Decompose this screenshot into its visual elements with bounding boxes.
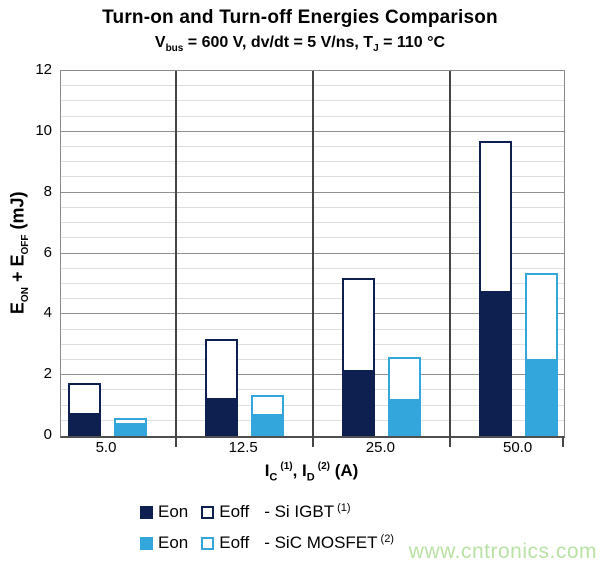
si-igbt-eon-bar [479,293,513,436]
eon-filled-swatch-icon [140,536,153,550]
sic-mosfet-eon-bar [525,361,559,436]
sic-mosfet-eoff-bar [525,273,559,362]
x-tick-label: 25.0 [365,439,395,456]
subtitle-part: V [154,34,166,51]
x-tick-label: 5.0 [95,439,117,456]
legend-note-superscript: (1) [337,502,351,514]
x-axis-tick-mark [562,436,564,447]
y-tick-label: 0 [43,426,52,443]
si-igbt-eon-bar [341,372,375,436]
sic-mosfet-eoff-bar [387,356,421,402]
category-divider-line [311,71,314,436]
subtitle-part: = 600 V, dv/dt = 5 V/ns, T [183,34,374,51]
legend-note-superscript: (2) [380,533,394,545]
subtitle-part: = 110 °C [378,34,446,51]
legend-device-label: - SiC MOSFET (2) [264,533,394,552]
legend-eon-label: Eon [158,502,189,521]
x-axis-title: IC(1), ID(2) (A) [264,461,359,484]
legend-row-si-igbt: Eon Eoff - Si IGBT (1) [140,501,394,523]
si-igbt-eon-bar [204,399,238,436]
category-divider-line [449,71,451,436]
plot-area [60,70,565,447]
legend-device-label: - Si IGBT (1) [264,502,351,521]
watermark: www.cntronics.com [408,540,597,563]
si-igbt-eoff-bar [479,140,513,294]
eon-filled-swatch-icon [140,505,153,519]
chart-subtitle: Vbus = 600 V, dv/dt = 5 V/ns, TJ = 110 °… [0,34,600,54]
chart-title: Turn-on and Turn-off Energies Comparison [102,7,498,28]
category-divider-line [174,71,177,436]
si-igbt-eoff-bar [341,277,375,373]
sic-mosfet-eoff-bar [113,417,147,426]
legend-eoff-label: Eoff [219,533,250,552]
y-tick-label: 6 [43,243,52,261]
x-axis-tick-mark [311,436,314,447]
legend-eon-label: Eon [158,533,189,552]
y-tick-label: 2 [43,365,52,383]
x-axis-tick-labels: 5.0 12.5 25.0 50.0 [60,439,563,459]
legend-row-sic-mosfet: Eon Eoff - SiC MOSFET (2) [140,532,394,554]
eoff-outline-swatch-icon [201,536,215,550]
subtitle-subscript: bus [165,43,184,55]
si-igbt-eon-bar [67,414,101,436]
sic-mosfet-eon-bar [250,416,284,436]
x-axis-tick-mark [174,436,177,447]
x-axis-tick-mark [449,436,451,447]
si-igbt-eoff-bar [204,338,238,400]
y-axis-tick-labels: 0 2 4 6 8 10 12 [0,61,52,443]
sic-mosfet-eon-bar [387,401,421,436]
x-tick-label: 12.5 [228,439,258,456]
y-tick-label: 4 [43,304,52,322]
legend: Eon Eoff - Si IGBT (1) Eon Eoff - SiC MOS… [140,501,394,563]
eoff-outline-swatch-icon [201,505,215,519]
y-tick-label: 8 [43,182,52,200]
y-tick-label: 10 [35,121,52,139]
y-tick-label: 12 [35,61,52,78]
sic-mosfet-eoff-bar [250,394,284,417]
legend-eoff-label: Eoff [219,502,250,521]
si-igbt-eoff-bar [67,382,101,415]
sic-mosfet-eon-bar [113,425,147,436]
subtitle-subscript: J [373,43,379,55]
x-tick-label: 50.0 [502,439,533,456]
